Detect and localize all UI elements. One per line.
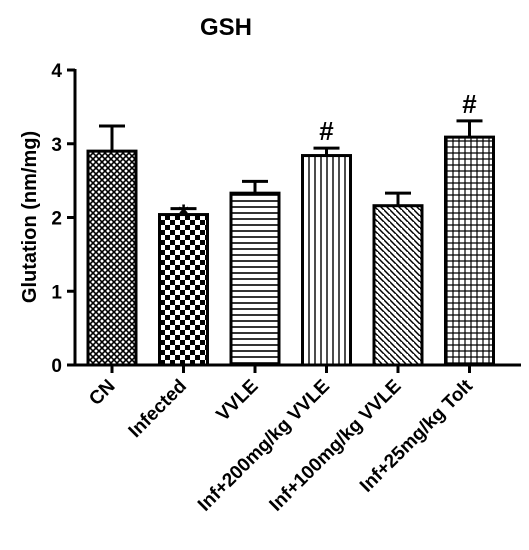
- y-tick-label: 2: [51, 209, 62, 230]
- x-tick-label: VVLE: [213, 376, 263, 426]
- x-tick-label: Inf+200mg/kg VVLE: [194, 376, 334, 516]
- significance-label: #: [462, 89, 477, 119]
- bar: [372, 204, 424, 367]
- bar: [229, 191, 281, 367]
- y-tick-label: 4: [51, 61, 62, 82]
- bar: [444, 135, 495, 367]
- x-tick-label: Inf+100mg/kg VVLE: [266, 376, 406, 516]
- y-tick-label: 0: [51, 356, 62, 377]
- y-tick-label: 3: [51, 135, 62, 156]
- significance-label: *: [178, 199, 189, 229]
- bar: [158, 213, 209, 367]
- significance-label: #: [319, 116, 334, 146]
- x-tick-label: Infected: [125, 376, 191, 442]
- y-axis-label: Glutation (nm/mg): [19, 131, 41, 303]
- bar: [86, 149, 138, 367]
- y-tick-label: 1: [51, 282, 62, 303]
- x-tick-label: CN: [85, 376, 119, 410]
- chart-title: GSH: [200, 14, 252, 41]
- bar: [301, 154, 352, 367]
